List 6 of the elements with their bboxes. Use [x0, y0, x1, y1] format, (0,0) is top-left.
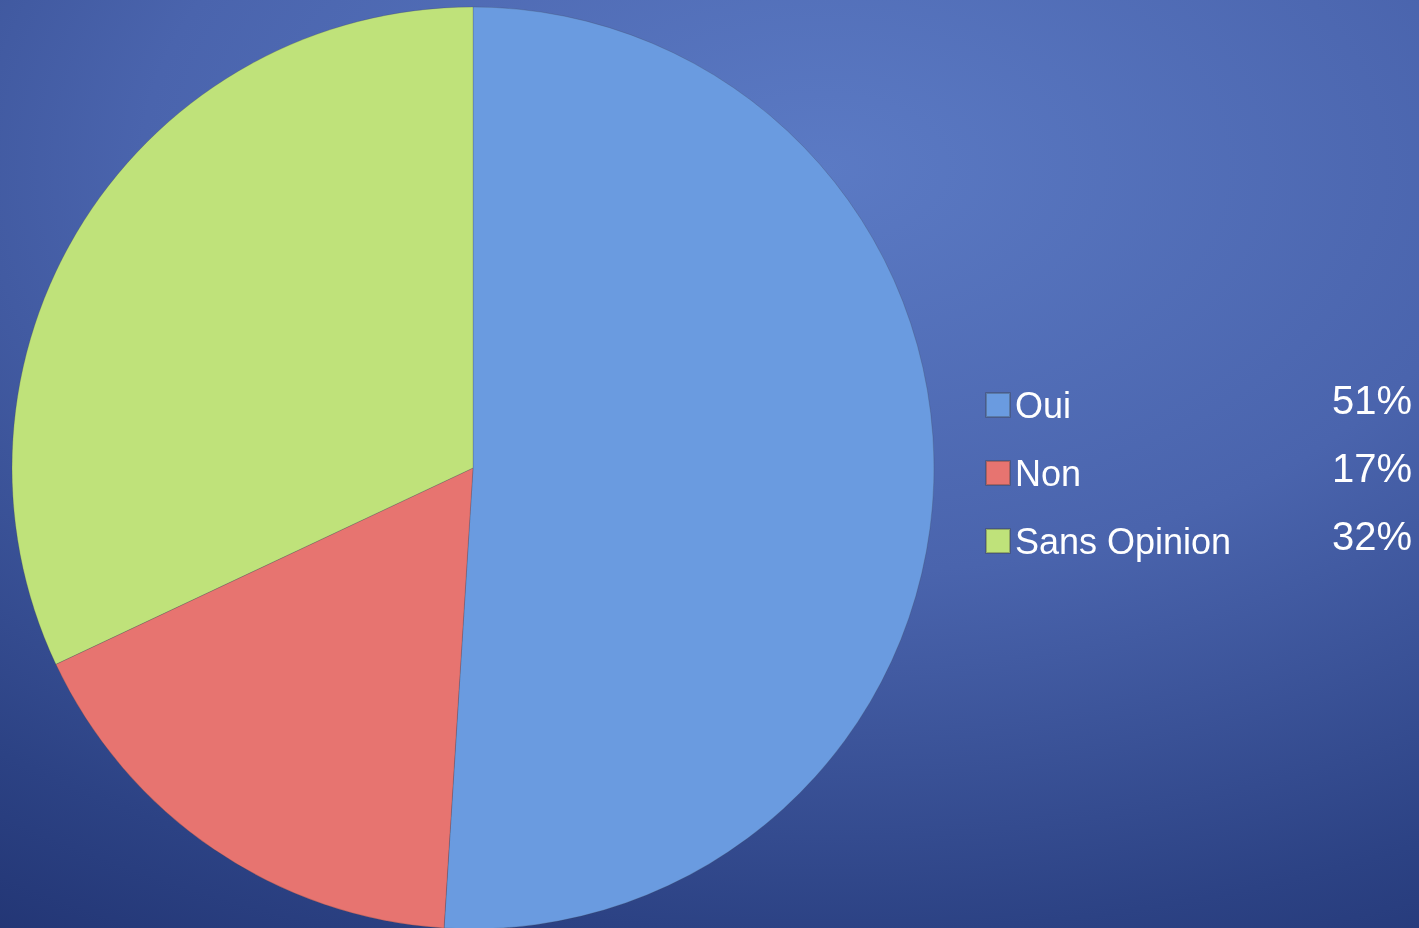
data-label: 17% — [1331, 446, 1412, 490]
legend-label: Non — [1015, 452, 1082, 494]
data-label: 51% — [1331, 378, 1412, 422]
legend-label: Sans Opinion — [1015, 520, 1232, 562]
data-label: 32% — [1331, 514, 1412, 558]
legend-label: Oui — [1015, 384, 1072, 426]
